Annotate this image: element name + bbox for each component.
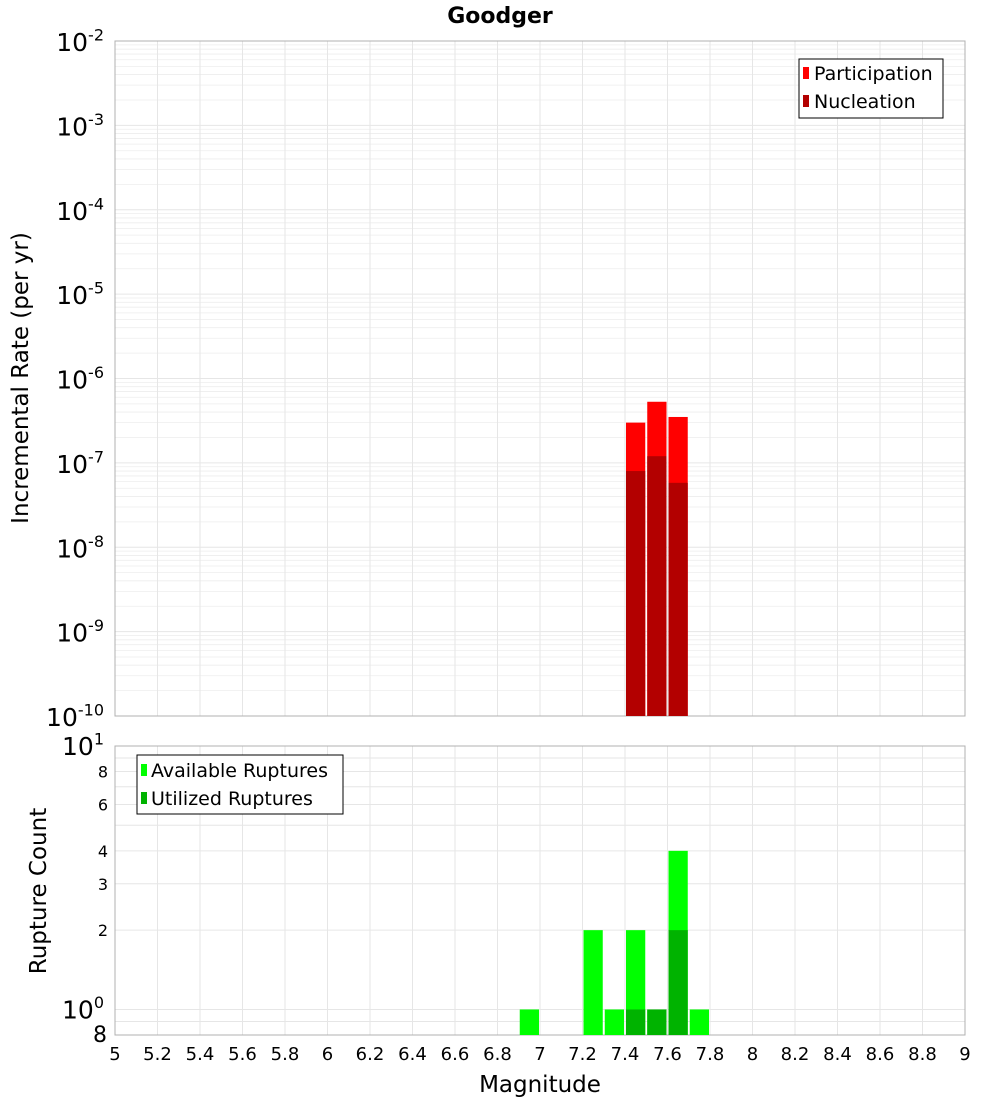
legend-swatch [803,95,809,107]
rate-y-tick-label-exponent: -2 [88,26,104,45]
rate-y-tick-label: 10-2 [56,26,104,58]
count-y-tick-label: 6 [98,795,108,814]
count-y-tick-label-exponent: 1 [94,730,104,749]
rate-plot-area [114,40,966,717]
utilized-ruptures-bar [668,930,688,1035]
rate-y-tick-label-base: 10 [56,366,88,395]
x-tick-label: 6.8 [483,1044,512,1065]
available-ruptures-bar [626,930,646,1035]
utilized-ruptures-bar [647,1009,667,1035]
rate-y-tick-label-base: 10 [56,28,88,57]
x-tick-label: 5.6 [228,1044,257,1065]
rate-y-tick-label-base: 10 [56,534,88,563]
rate-y-tick-label-exponent: -3 [88,110,104,129]
count-y-tick-label-exponent: 0 [94,993,104,1012]
legend-label: Nucleation [814,91,916,113]
legend-label: Participation [814,63,933,85]
x-tick-label: 8.2 [781,1044,810,1065]
rate-y-tick-label: 10-4 [56,194,104,226]
count-legend: Available Ruptures Utilized Ruptures [136,754,344,815]
rate-y-tick-label-base: 10 [56,197,88,226]
x-tick-label: 5.8 [271,1044,300,1065]
nucleation-bar [647,456,667,716]
x-tick-label: 7.6 [653,1044,682,1065]
x-tick-label: 7.8 [696,1044,725,1065]
rate-y-tick-label: 10-3 [56,110,104,142]
count-y-tick-label: 2 [98,921,108,940]
count-y-tick-label: 100 [62,993,104,1024]
x-axis-label: Magnitude [479,1072,601,1098]
rate-y-tick-label: 10-6 [56,363,104,395]
rate-y-tick-label-base: 10 [56,450,88,479]
available-ruptures-bar [604,1009,624,1035]
legend-swatch [141,792,147,804]
utilized-ruptures-bar [626,1009,646,1035]
x-tick-label: 7 [534,1044,545,1065]
rate-panel: 10-1010-910-810-710-610-510-410-310-2Par… [46,26,966,733]
legend-label: Utilized Ruptures [151,788,313,810]
count-y-tick-label: 8 [93,1023,107,1048]
x-tick-label: 8 [747,1044,758,1065]
legend-label: Available Ruptures [151,760,328,782]
available-ruptures-bar [519,1009,539,1035]
x-tick-label: 5.4 [186,1044,215,1065]
x-tick-label: 6.6 [441,1044,470,1065]
legend-swatch [803,67,809,79]
rate-y-tick-label-base: 10 [56,112,88,141]
rate-y-tick-label: 10-9 [56,616,104,648]
rate-y-tick-label-base: 10 [56,619,88,648]
count-y-tick-label-base: 10 [62,732,94,761]
rate-y-tick-label-base: 10 [56,281,88,310]
legend-swatch [141,764,147,776]
x-tick-label: 8.6 [866,1044,895,1065]
x-tick-label: 5.2 [143,1044,172,1065]
count-y-tick-label: 101 [62,730,104,762]
rate-y-tick-label-exponent: -4 [88,194,104,213]
count-y-tick-label: 3 [98,875,108,894]
x-tick-label: 5 [109,1044,120,1065]
rate-y-tick-label-exponent: -5 [88,279,104,298]
x-tick-label: 6 [322,1044,333,1065]
rate-y-tick-label-exponent: -8 [88,532,104,551]
available-ruptures-bar [583,930,603,1035]
count-plot-area [114,745,966,1036]
count-legend-box [136,754,344,815]
x-tick-label: 6.4 [398,1044,427,1065]
rate-y-tick-label-base: 10 [46,703,78,732]
rate-y-tick-label-exponent: -7 [88,447,104,466]
rate-y-tick-label: 10-10 [46,701,104,733]
rate-y-tick-label-exponent: -6 [88,363,104,382]
rate-y-tick-label: 10-5 [56,279,104,311]
count-y-tick-label: 4 [98,842,108,861]
rate-legend-box [798,58,944,119]
x-tick-label: 6.2 [356,1044,385,1065]
bottom-y-axis-label: Rupture Count [26,808,52,974]
available-ruptures-bar [689,1009,709,1035]
top-y-axis-label: Incremental Rate (per yr) [8,232,34,524]
x-tick-label: 7.2 [568,1044,597,1065]
x-tick-label: 8.4 [823,1044,852,1065]
nucleation-bar [626,471,646,716]
rate-y-tick-label: 10-8 [56,532,104,564]
rate-y-tick-label-exponent: -9 [88,616,104,635]
x-tick-label: 7.4 [611,1044,640,1065]
count-y-tick-label: 8 [98,763,108,782]
x-tick-label: 9 [959,1044,970,1065]
rate-legend: Participation Nucleation [798,58,944,119]
x-tick-label: 8.8 [908,1044,937,1065]
nucleation-bar [668,482,688,716]
rate-y-tick-label: 10-7 [56,447,104,479]
count-y-tick-label-base: 10 [62,995,94,1024]
chart-title: Goodger [447,4,553,29]
rate-y-tick-label-exponent: -10 [78,701,104,720]
